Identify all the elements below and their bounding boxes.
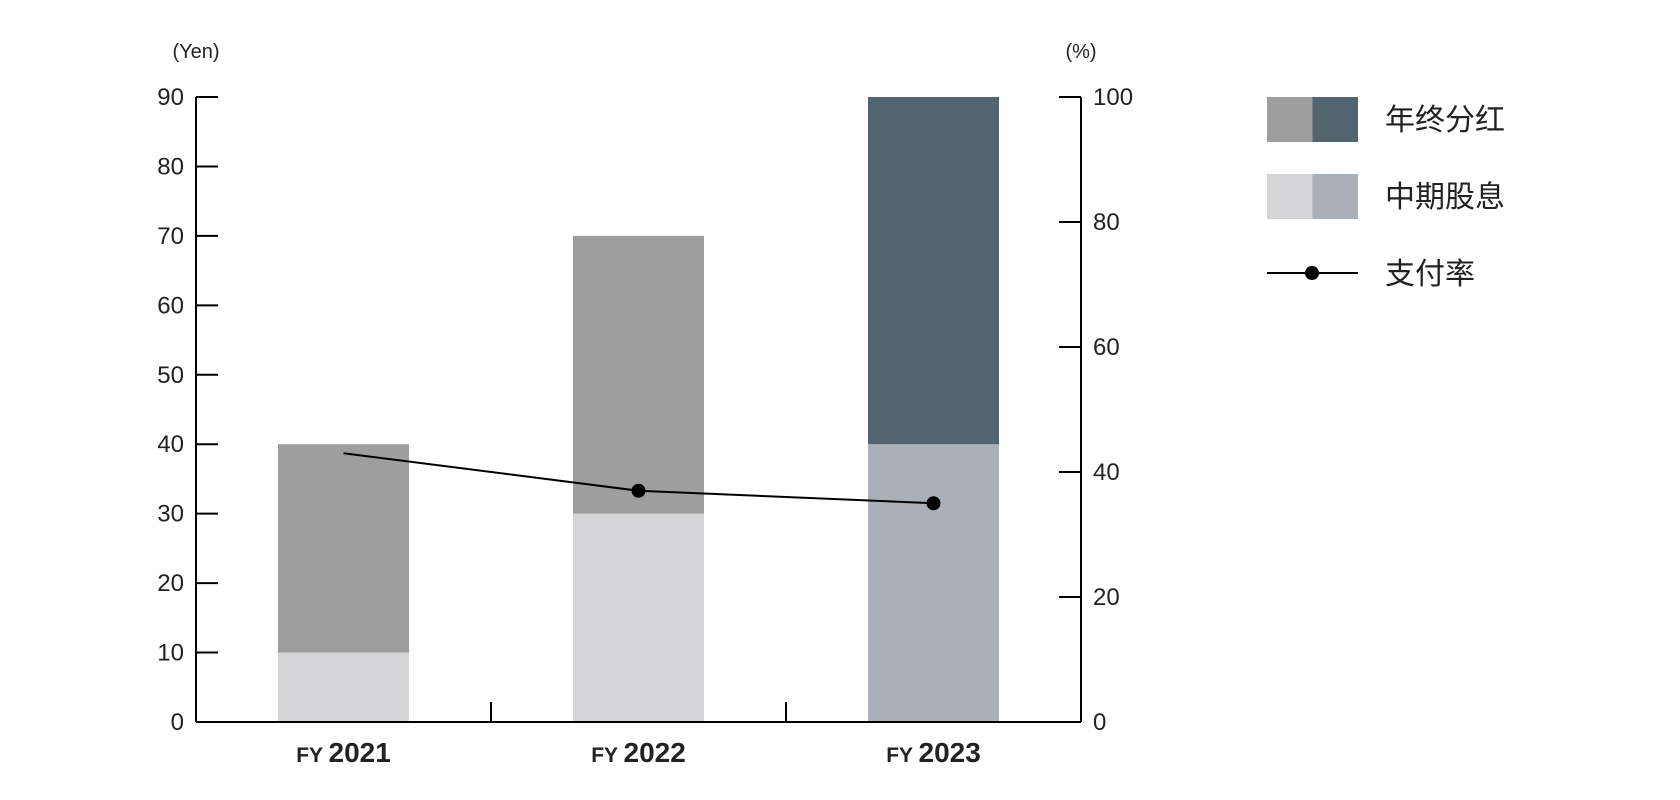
legend-label-payout: 支付率	[1385, 258, 1475, 291]
category-label-2021: FY 2021	[296, 737, 391, 768]
left-tick-label: 80	[157, 153, 184, 180]
bar-interim-2021	[278, 652, 409, 722]
right-tick-label: 0	[1093, 709, 1106, 736]
left-tick-label: 0	[171, 709, 184, 736]
left-axis-unit: (Yen)	[172, 41, 219, 63]
left-tick-label: 20	[157, 570, 184, 597]
legend-line-marker	[1305, 266, 1319, 280]
bar-final-2021	[278, 444, 409, 653]
right-tick-label: 40	[1093, 459, 1120, 486]
category-label-2022: FY 2022	[591, 737, 686, 768]
left-tick-label: 10	[157, 640, 184, 667]
category-label-2023: FY 2023	[886, 737, 981, 768]
right-axis-unit: (%)	[1065, 41, 1096, 63]
bar-final-2022	[573, 235, 704, 514]
bar-interim-2022	[573, 513, 704, 722]
left-tick-label: 30	[157, 501, 184, 528]
left-tick-label: 60	[157, 292, 184, 319]
legend-swatch	[1312, 174, 1358, 219]
right-tick-label: 60	[1093, 334, 1120, 361]
legend-label: 中期股息	[1385, 181, 1505, 214]
legend-swatch	[1267, 174, 1313, 219]
right-tick-label: 20	[1093, 584, 1120, 611]
left-tick-label: 90	[157, 84, 184, 111]
payout-ratio-point	[926, 496, 941, 511]
right-tick-label: 100	[1093, 84, 1133, 111]
left-tick-label: 50	[157, 362, 184, 389]
left-tick-label: 70	[157, 223, 184, 250]
payout-ratio-point	[631, 483, 646, 498]
legend-swatch	[1312, 97, 1358, 142]
legend-label: 年终分红	[1385, 104, 1505, 137]
legend-swatch	[1267, 97, 1313, 142]
bar-interim-2023	[868, 444, 999, 722]
right-tick-label: 80	[1093, 209, 1120, 236]
left-tick-label: 40	[157, 431, 184, 458]
bar-final-2023	[868, 97, 999, 445]
